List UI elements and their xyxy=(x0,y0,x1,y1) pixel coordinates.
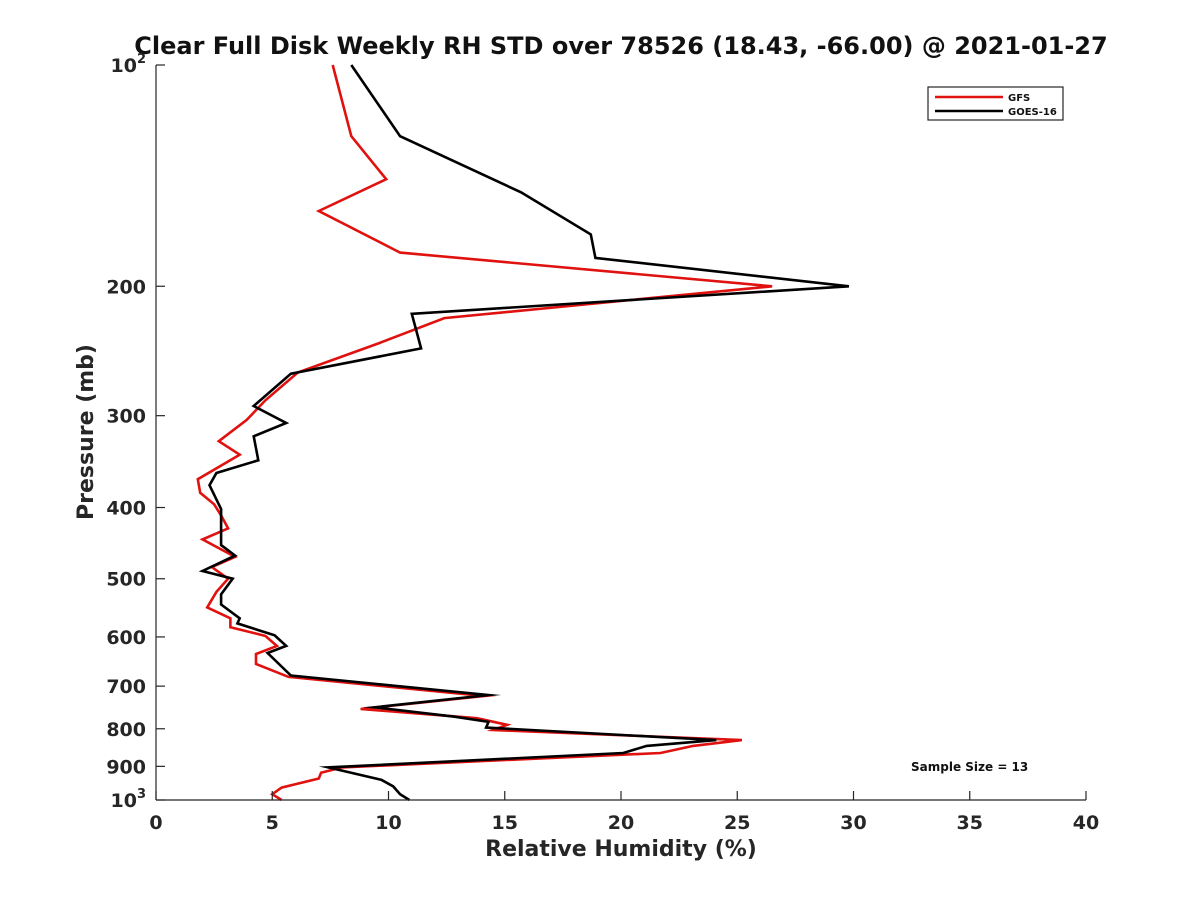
x-ticks: 0 5 10 15 20 25 30 35 40 xyxy=(149,791,1099,834)
legend-label-goes-16: GOES-16 xyxy=(1008,107,1057,118)
y-tick-label-600: 600 xyxy=(106,627,146,649)
y-ticks: 102 200 300 400 500 600 700 800 900 103 xyxy=(106,52,165,812)
y-tick-label-1000: 103 xyxy=(111,787,147,812)
x-axis-label: Relative Humidity (%) xyxy=(485,837,757,862)
x-tick-label-30: 30 xyxy=(840,812,866,834)
y-tick-label-700: 700 xyxy=(106,676,146,698)
x-tick-label-0: 0 xyxy=(149,812,162,834)
y-tick-label-400: 400 xyxy=(106,498,146,520)
series-line-goes-16 xyxy=(198,64,850,802)
x-tick-label-10: 10 xyxy=(375,812,401,834)
x-tick-label-20: 20 xyxy=(608,812,634,834)
y-tick-label-900: 900 xyxy=(106,756,146,778)
legend-box xyxy=(927,86,1064,121)
x-tick-label-35: 35 xyxy=(957,812,983,834)
x-tick-label-40: 40 xyxy=(1073,812,1099,834)
y-tick-label-300: 300 xyxy=(106,406,146,428)
x-tick-label-15: 15 xyxy=(492,812,518,834)
x-tick-label-5: 5 xyxy=(266,812,279,834)
y-tick-label-100: 102 xyxy=(111,52,147,77)
y-tick-label-200: 200 xyxy=(106,276,146,298)
chart-title: Clear Full Disk Weekly RH STD over 78526… xyxy=(134,32,1107,60)
series-group xyxy=(196,64,850,802)
legend: GFS GOES-16 xyxy=(927,86,1064,121)
y-axis-label: Pressure (mb) xyxy=(74,344,99,520)
y-tick-label-500: 500 xyxy=(106,569,146,591)
x-tick-label-25: 25 xyxy=(724,812,750,834)
series-line-gfs xyxy=(196,64,773,802)
legend-label-gfs: GFS xyxy=(1008,93,1030,104)
plot-area: 0 5 10 15 20 25 30 35 40 102 200 300 400 500 600 700 80… xyxy=(106,52,1099,834)
sample-size-annotation: Sample Size = 13 xyxy=(911,760,1028,774)
y-tick-label-800: 800 xyxy=(106,719,146,741)
